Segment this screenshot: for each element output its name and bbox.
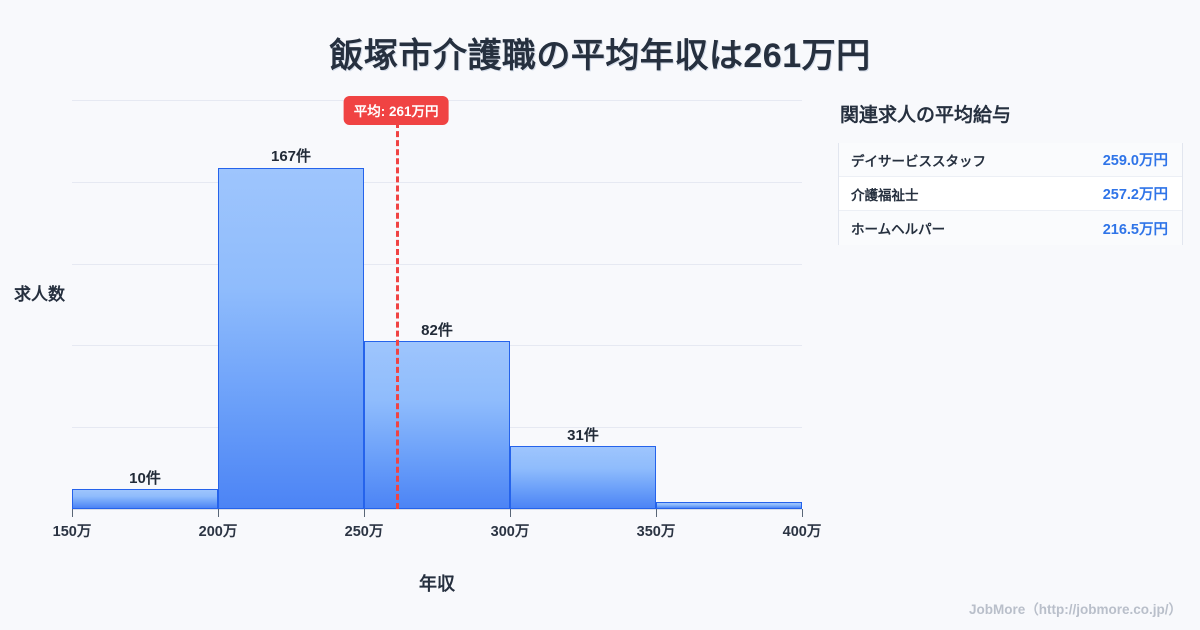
salary-row-job-title: ホームヘルパー — [851, 222, 946, 237]
page-title: 飯塚市介護職の平均年収は261万円 — [329, 37, 871, 75]
x-axis-tick-label: 350万 — [636, 524, 676, 540]
x-axis-tick — [510, 509, 511, 517]
chart-container: 求人数 10件 167件 82件 31件 150万 200万 250万 300万 350万 400… — [0, 88, 821, 594]
histogram-bar — [656, 502, 802, 509]
plot-area: 10件 167件 82件 31件 150万 200万 250万 300万 350万 400万 平均:… — [53, 96, 821, 540]
footer-credit: JobMore（http://jobmore.co.jp/） — [969, 602, 1182, 617]
histogram-bar — [72, 488, 218, 509]
x-axis-tick — [364, 509, 365, 517]
histogram-bar — [510, 445, 656, 509]
average-line — [396, 122, 400, 509]
bar-value-label: 31件 — [567, 426, 599, 444]
related-salary-table: デイサービススタッフ 259.0万円介護福祉士 257.2万円ホームヘルパー 216.… — [838, 143, 1183, 245]
x-axis-tick — [72, 509, 73, 517]
salary-row-job-title: 介護福祉士 — [851, 187, 919, 203]
salary-row: 介護福祉士 257.2万円 — [839, 177, 1182, 211]
x-axis-tick-label: 250万 — [344, 524, 384, 540]
x-axis-tick — [218, 509, 219, 517]
related-salary-panel: 関連求人の平均給与 デイサービススタッフ 259.0万円介護福祉士 257.2万円ホ… — [838, 100, 1183, 245]
gridline — [72, 182, 802, 183]
bar-value-label: 10件 — [129, 469, 161, 487]
x-axis-tick-label: 400万 — [782, 524, 822, 540]
salary-row-amount: 216.5万円 — [1102, 221, 1168, 238]
gridline — [72, 264, 802, 265]
salary-row-amount: 257.2万円 — [1102, 187, 1168, 203]
salary-row: デイサービススタッフ 259.0万円 — [839, 143, 1182, 177]
histogram-bar — [364, 341, 510, 509]
x-axis-line — [72, 509, 802, 510]
bar-value-label: 82件 — [421, 322, 453, 340]
related-salary-heading: 関連求人の平均給与 — [840, 105, 1012, 126]
x-axis-tick-label: 200万 — [198, 524, 238, 540]
x-axis-tick-label: 150万 — [52, 524, 92, 540]
salary-row-job-title: デイサービススタッフ — [851, 153, 986, 169]
salary-row-amount: 259.0万円 — [1102, 153, 1168, 169]
x-axis-tick-label: 300万 — [490, 524, 530, 540]
x-axis-tick — [656, 509, 657, 517]
y-axis-title: 求人数 — [14, 285, 65, 304]
histogram-bar — [218, 167, 364, 509]
bar-value-label: 167件 — [270, 148, 312, 166]
salary-row: ホームヘルパー 216.5万円 — [839, 211, 1182, 245]
x-axis-tick — [802, 509, 803, 517]
x-axis-title: 年収 — [419, 574, 455, 594]
average-badge: 平均: 261万円 — [343, 96, 449, 125]
